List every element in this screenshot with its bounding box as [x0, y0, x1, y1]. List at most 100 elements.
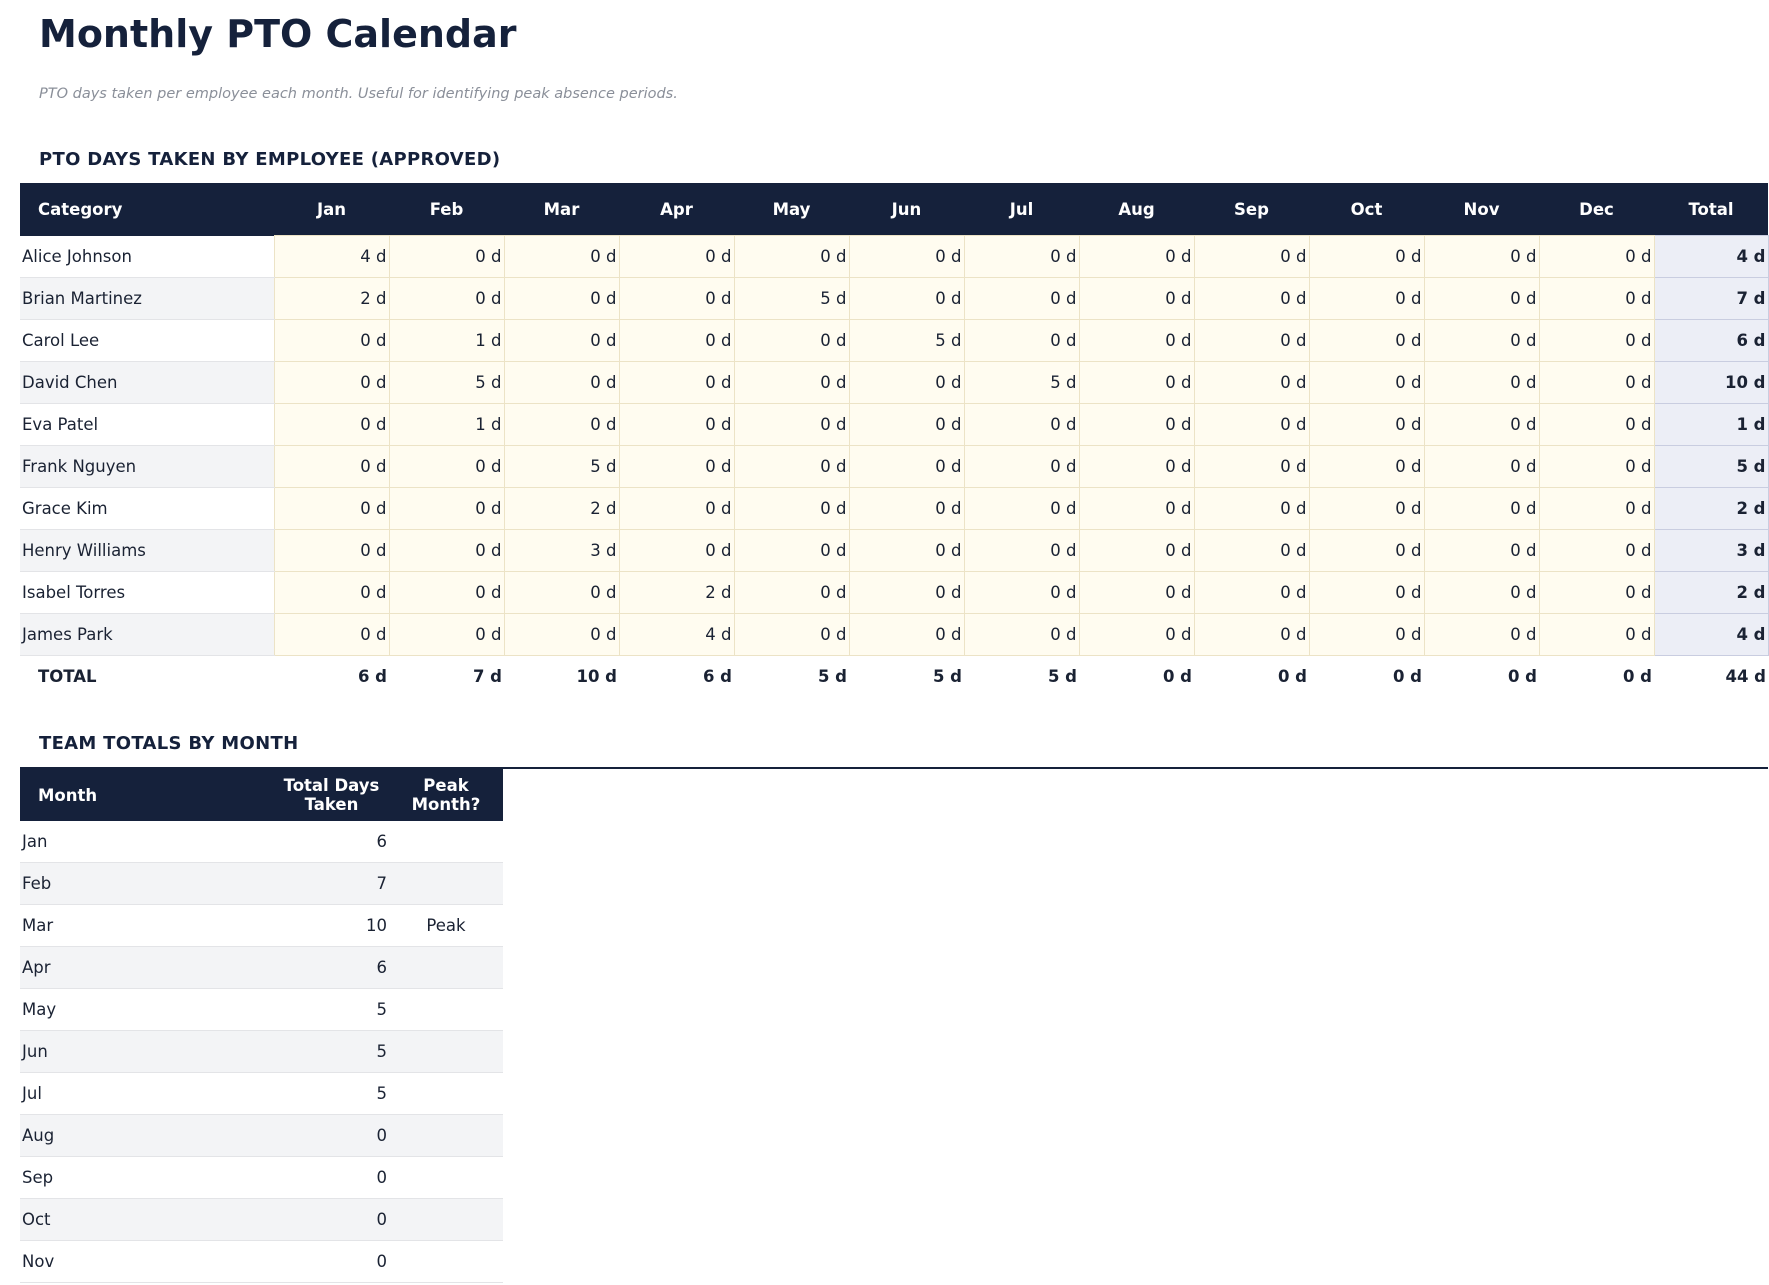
cell: 0 d [618, 277, 735, 320]
cell: 6 [274, 821, 389, 863]
cell: 0 d [1078, 613, 1195, 656]
cell: 5 d [503, 445, 620, 488]
cell: 0 d [1078, 571, 1195, 614]
cell: 5 d [1653, 445, 1769, 488]
row: Sep 0 [20, 1156, 503, 1199]
cell: 0 d [1078, 361, 1195, 404]
cell: 0 d [1193, 319, 1310, 362]
row: Aug 0 [20, 1114, 503, 1157]
cell [389, 862, 503, 905]
header-cell: Mar [504, 183, 619, 236]
cell: 0 d [1423, 529, 1540, 572]
header-cell: May [734, 183, 849, 236]
cell: 0 d [963, 571, 1080, 614]
cell: 0 d [618, 361, 735, 404]
row: May 5 [20, 988, 503, 1031]
cell: 0 [274, 1198, 389, 1241]
cell: 0 d [1308, 487, 1425, 530]
cell: 0 d [1423, 235, 1540, 278]
total-cell: 5 d [849, 655, 964, 697]
cell: 0 d [848, 613, 965, 656]
cell: 0 d [1193, 235, 1310, 278]
cell: 0 d [848, 403, 965, 446]
cell: 0 d [1538, 235, 1655, 278]
total-cell: 10 d [504, 655, 619, 697]
cell: 0 [274, 1156, 389, 1199]
cell: 5 d [733, 277, 850, 320]
cell: 0 d [963, 235, 1080, 278]
cell: 0 d [273, 487, 390, 530]
cell: 0 d [1423, 277, 1540, 320]
cell: Feb [20, 862, 274, 905]
header-cell: Nov [1424, 183, 1539, 236]
cell: 0 d [963, 319, 1080, 362]
cell: 0 d [733, 613, 850, 656]
cell: 2 d [503, 487, 620, 530]
employee-name: James Park [20, 613, 274, 656]
cell: 0 [274, 1240, 389, 1283]
cell: 0 d [1193, 361, 1310, 404]
row: Apr 6 [20, 946, 503, 989]
cell: 2 d [1653, 571, 1769, 614]
header-cell: Dec [1539, 183, 1654, 236]
cell: Aug [20, 1114, 274, 1157]
cell: 10 [274, 904, 389, 947]
cell: 0 d [848, 277, 965, 320]
cell [389, 1030, 503, 1073]
totals-table: Month Total Days Taken Peak Month? Jan 6 Feb 7… [20, 767, 503, 1283]
cell: 0 d [1308, 613, 1425, 656]
cell [389, 988, 503, 1031]
cell: 0 d [963, 403, 1080, 446]
row: Oct 0 [20, 1198, 503, 1241]
cell: 0 d [848, 361, 965, 404]
cell: 0 d [848, 235, 965, 278]
cell: 3 d [503, 529, 620, 572]
cell: 0 d [273, 361, 390, 404]
cell: 0 d [1078, 319, 1195, 362]
cell: 0 d [1078, 445, 1195, 488]
cell: 4 d [273, 235, 390, 278]
header-cell: Peak Month? [389, 768, 503, 821]
header-cell: Month [20, 768, 274, 821]
cell: 0 d [388, 235, 505, 278]
cell: 0 d [848, 445, 965, 488]
cell: Oct [20, 1198, 274, 1241]
cell: 5 d [963, 361, 1080, 404]
cell: 0 d [1538, 613, 1655, 656]
cell [389, 821, 503, 863]
cell [389, 1240, 503, 1283]
cell: 0 d [733, 319, 850, 362]
cell: 0 d [1078, 529, 1195, 572]
header-cell: Jan [274, 183, 389, 236]
cell: 0 d [1423, 445, 1540, 488]
cell: 0 d [1308, 445, 1425, 488]
total-cell: 0 d [1194, 655, 1309, 697]
employee-name: Henry Williams [20, 529, 274, 572]
cell: 0 d [503, 403, 620, 446]
divider [20, 767, 1768, 769]
total-cell: 5 d [964, 655, 1079, 697]
employee-name: Isabel Torres [20, 571, 274, 614]
cell [389, 1072, 503, 1115]
cell: 0 d [1308, 319, 1425, 362]
header-cell: Apr [619, 183, 734, 236]
cell: 0 d [1538, 403, 1655, 446]
cell: 0 d [1193, 529, 1310, 572]
cell: 0 d [733, 403, 850, 446]
cell: 0 d [1193, 277, 1310, 320]
header-cell: Aug [1079, 183, 1194, 236]
cell: 0 d [388, 571, 505, 614]
cell: 0 d [733, 571, 850, 614]
total-cell: 5 d [734, 655, 849, 697]
cell: 0 d [1078, 487, 1195, 530]
cell: Jun [20, 1030, 274, 1073]
cell: 0 d [848, 487, 965, 530]
cell: 0 d [1423, 487, 1540, 530]
total-cell: 6 d [619, 655, 734, 697]
header-cell: Jun [849, 183, 964, 236]
cell: 0 d [1308, 403, 1425, 446]
cell: 0 d [1078, 277, 1195, 320]
